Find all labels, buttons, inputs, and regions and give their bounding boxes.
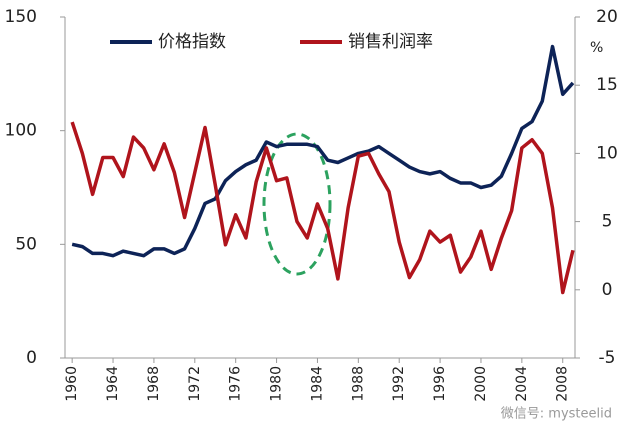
x-tick-label: 1996	[432, 366, 448, 402]
y2-tick-label: 10	[596, 143, 617, 163]
y2-unit: %	[590, 40, 603, 56]
x-tick-label: 1976	[228, 366, 244, 402]
x-tick-label: 1972	[187, 366, 203, 402]
y2-tick-label: -5	[599, 348, 616, 368]
y2-tick-label: 5	[602, 212, 613, 232]
y2-tick-label: 15	[596, 75, 617, 95]
x-tick-label: 1980	[269, 366, 285, 402]
y-tick-label: 0	[26, 348, 37, 368]
y-tick-label: 100	[5, 121, 37, 141]
highlight-ellipse	[262, 132, 332, 276]
x-tick-label: 1960	[64, 366, 80, 402]
x-tick-label: 1968	[146, 366, 162, 402]
watermark: 微信号: mysteelid	[501, 407, 612, 422]
y-tick-label: 50	[15, 234, 37, 254]
x-tick-label: 1964	[105, 366, 121, 402]
x-tick-label: 2000	[473, 366, 489, 402]
x-tick-label: 1988	[350, 366, 366, 402]
legend-label: 销售利润率	[348, 32, 433, 52]
series-line	[71, 44, 575, 258]
x-tick-label: 2004	[514, 366, 530, 402]
x-tick-label: 1984	[309, 366, 325, 402]
y-tick-label: 150	[5, 7, 37, 27]
y2-tick-label: 0	[602, 280, 613, 300]
legend-label: 价格指数	[158, 32, 226, 52]
x-tick-label: 2008	[555, 366, 571, 402]
y2-tick-label: 20	[596, 7, 617, 27]
x-tick-label: 1992	[391, 366, 407, 402]
series-line	[70, 121, 575, 295]
